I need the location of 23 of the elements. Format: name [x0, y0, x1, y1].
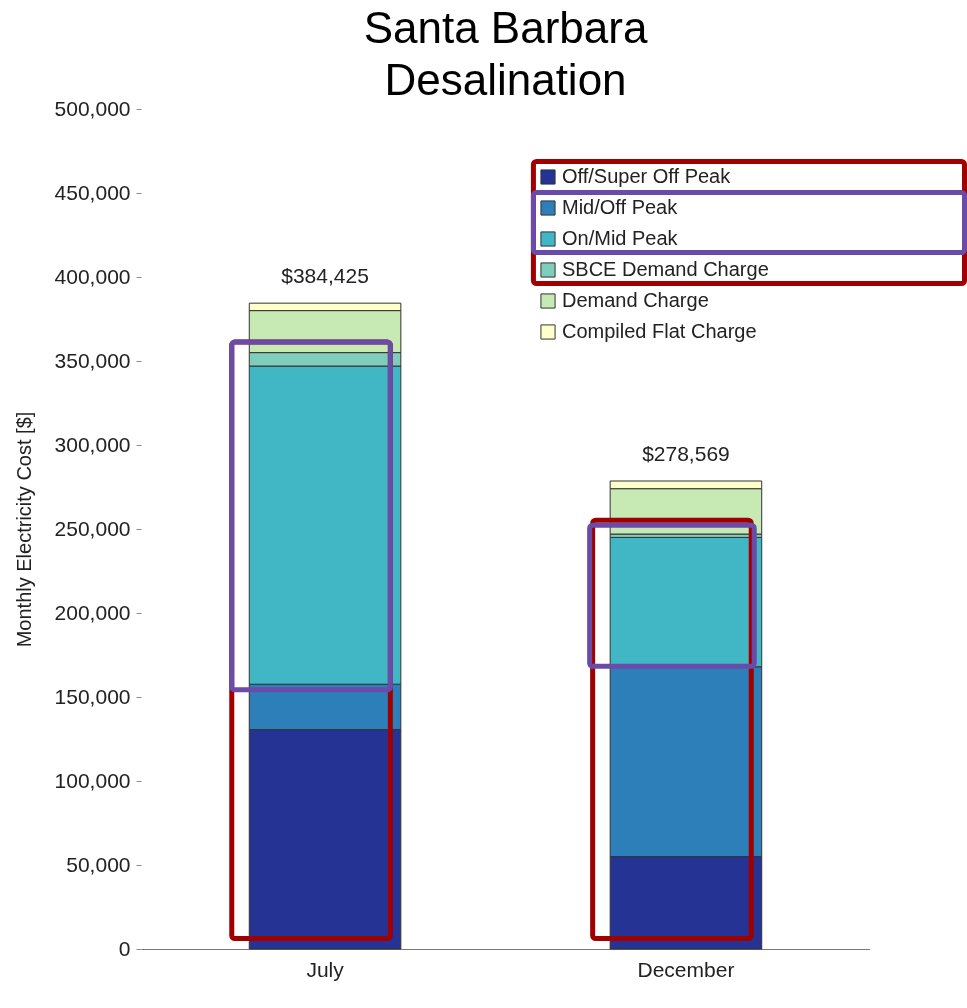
- legend-label: SBCE Demand Charge: [562, 258, 769, 280]
- x-tick-label: July: [306, 957, 345, 981]
- y-tick-label: 50,000: [66, 852, 131, 876]
- y-tick-label: 200,000: [54, 600, 131, 624]
- y-tick-label: 0: [118, 936, 131, 960]
- y-tick-label: 100,000: [54, 768, 131, 792]
- y-tick-label: 150,000: [54, 684, 131, 708]
- y-tick-label: 350,000: [54, 348, 131, 372]
- legend-label: Compiled Flat Charge: [562, 320, 757, 342]
- y-axis-title: Monthly Electricity Cost [$]: [12, 411, 35, 648]
- y-tick-label: 300,000: [54, 432, 131, 456]
- x-tick-label: December: [637, 957, 735, 981]
- y-tick-label: 500,000: [54, 96, 131, 120]
- total-label: $278,569: [642, 442, 730, 465]
- y-tick-label: 250,000: [54, 516, 131, 540]
- y-tick-label: 400,000: [54, 264, 131, 288]
- legend-label: On/Mid Peak: [562, 227, 679, 249]
- legend-label: Off/Super Off Peak: [562, 165, 732, 187]
- legend-label: Mid/Off Peak: [562, 196, 679, 218]
- total-label: $384,425: [281, 264, 369, 288]
- legend-label: Demand Charge: [562, 289, 709, 311]
- y-tick-label: 450,000: [54, 180, 131, 204]
- chart-title: Santa Barbara Desalination: [363, 3, 648, 104]
